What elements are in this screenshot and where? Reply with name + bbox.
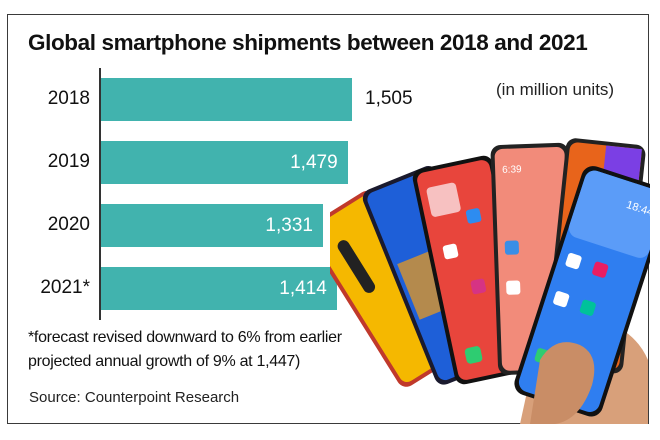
smartphones-hand-image: 6:39 18:44 (330, 138, 650, 424)
unit-label: (in million units) (496, 80, 615, 99)
bar (101, 141, 348, 184)
svg-text:6:39: 6:39 (502, 164, 522, 176)
bar (101, 78, 352, 121)
chart-title: Global smartphone shipments between 2018… (28, 30, 588, 55)
bar (101, 204, 323, 247)
data-label: 1,479 (290, 152, 338, 173)
data-label: 1,505 (365, 88, 413, 109)
source-credit: Source: Counterpoint Research (29, 389, 240, 406)
category-label: 2019 (47, 151, 90, 172)
footnote-line-1: *forecast revised downward to 6% from ea… (28, 329, 342, 346)
data-label: 1,414 (279, 278, 327, 299)
footnote-line-2: projected annual growth of 9% at 1,447) (28, 353, 301, 370)
category-label: 2020 (47, 214, 90, 235)
footnote: *forecast revised downward to 6% from ea… (28, 326, 342, 374)
category-label: 2021* (40, 277, 90, 298)
data-label: 1,331 (265, 215, 313, 236)
category-label: 2018 (47, 88, 90, 109)
y-axis-line (99, 68, 101, 320)
bar (101, 267, 337, 310)
